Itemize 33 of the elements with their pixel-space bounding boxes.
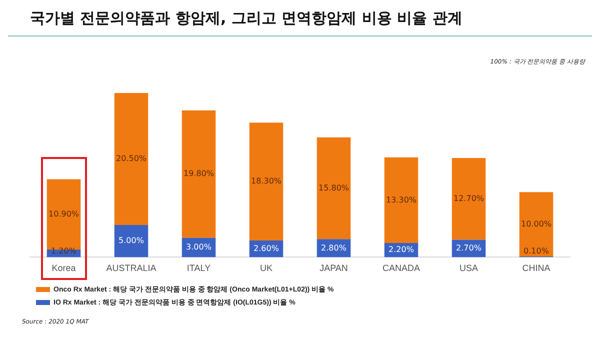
data-label: 2.70% <box>456 244 482 253</box>
bar <box>249 122 284 240</box>
data-label: 12.70% <box>453 194 484 203</box>
data-label: 0.10% <box>524 246 550 256</box>
data-label: 15.80% <box>318 183 350 192</box>
x-tick-label: CANADA <box>382 263 420 274</box>
data-label: 18.30% <box>250 176 282 186</box>
bar <box>182 110 216 238</box>
data-label: 2.60% <box>254 244 280 253</box>
x-tick-label: Korea <box>52 263 76 274</box>
bar <box>452 158 486 240</box>
data-label: 13.30% <box>386 195 417 204</box>
chart-title: 국가별 전문의약품과 항암제, 그리고 면역항암제 비용 비율 관계 <box>30 8 462 27</box>
bar <box>316 137 351 240</box>
x-tick-label: UK <box>260 263 273 274</box>
data-label: 19.80% <box>183 169 214 178</box>
bar <box>384 157 418 244</box>
x-tick-label: ITALY <box>186 263 211 274</box>
bar <box>114 92 148 225</box>
data-label: 20.50% <box>116 154 147 164</box>
data-label: 2.20% <box>388 245 414 254</box>
x-tick-label: AUSTRALIA <box>106 263 156 274</box>
data-label: 5.00% <box>118 236 144 246</box>
bar <box>114 225 148 258</box>
x-tick-label: CHINA <box>522 263 550 274</box>
data-label: 2.80% <box>321 243 347 252</box>
data-label: 10.00% <box>520 219 552 228</box>
bar <box>519 192 554 257</box>
data-label: 10.90% <box>48 209 80 218</box>
data-label: 3.00% <box>186 242 212 252</box>
x-tick-label: JAPAN <box>320 263 348 274</box>
bar <box>46 179 81 250</box>
x-tick-label: USA <box>459 263 478 274</box>
